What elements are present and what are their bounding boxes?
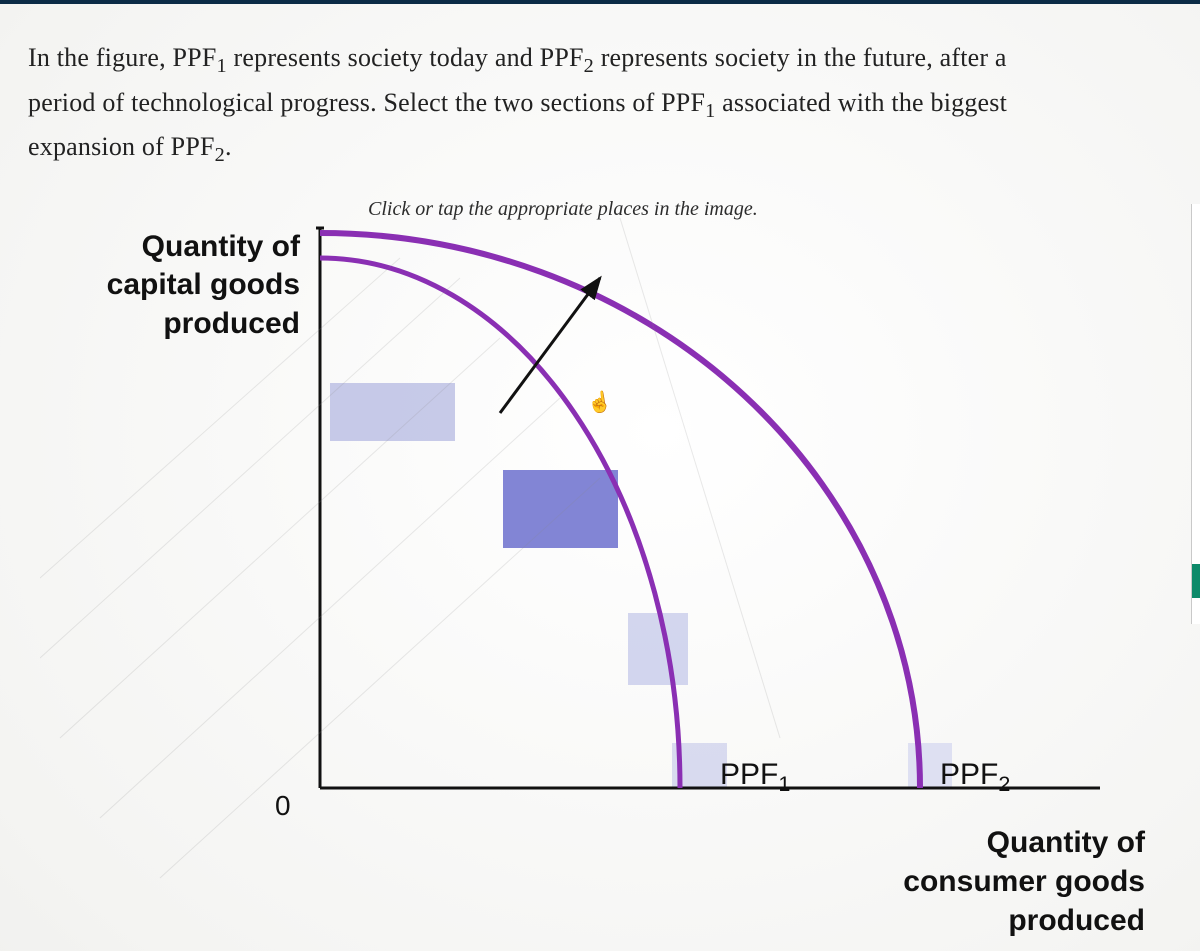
q-text: . [225, 132, 232, 161]
q-sub1: 1 [216, 55, 226, 77]
q-text: represents society in the future, after … [594, 43, 1007, 72]
right-edge-panel [1191, 204, 1200, 624]
question-page: In the figure, PPF1 represents society t… [0, 0, 1200, 951]
question-text: In the figure, PPF1 represents society t… [28, 38, 1128, 172]
q-sub2: 2 [584, 55, 594, 77]
highlight-boxes[interactable] [330, 383, 952, 788]
q-sub3: 1 [705, 100, 715, 122]
ppf2-curve[interactable] [320, 233, 920, 788]
q-text: associated with the biggest [715, 88, 1007, 117]
ppf-section-hotspot[interactable] [330, 383, 455, 441]
ppf-figure[interactable]: Quantity of capital goods produced 0 [40, 218, 1160, 938]
y-axis-label: Quantity of capital goods produced [40, 228, 300, 343]
q-text: period of technological progress. Select… [28, 88, 705, 117]
pointer-cursor-icon: ☝ [585, 388, 613, 416]
ppf2-label: PPF2 [940, 758, 1010, 797]
q-text: expansion of PPF [28, 132, 215, 161]
q-text: In the figure, PPF [28, 43, 216, 72]
ppf1-label: PPF1 [720, 758, 790, 797]
origin-label: 0 [275, 790, 291, 822]
q-sub4: 2 [215, 144, 225, 166]
right-edge-accent [1192, 564, 1200, 598]
x-axis-label: Quantity of consumer goods produced [825, 823, 1145, 940]
q-text: represents society today and PPF [227, 43, 584, 72]
ppf1-curve[interactable] [320, 258, 680, 788]
ppf-section-hotspot[interactable] [628, 613, 688, 685]
ppf-section-hotspot[interactable] [503, 470, 618, 548]
